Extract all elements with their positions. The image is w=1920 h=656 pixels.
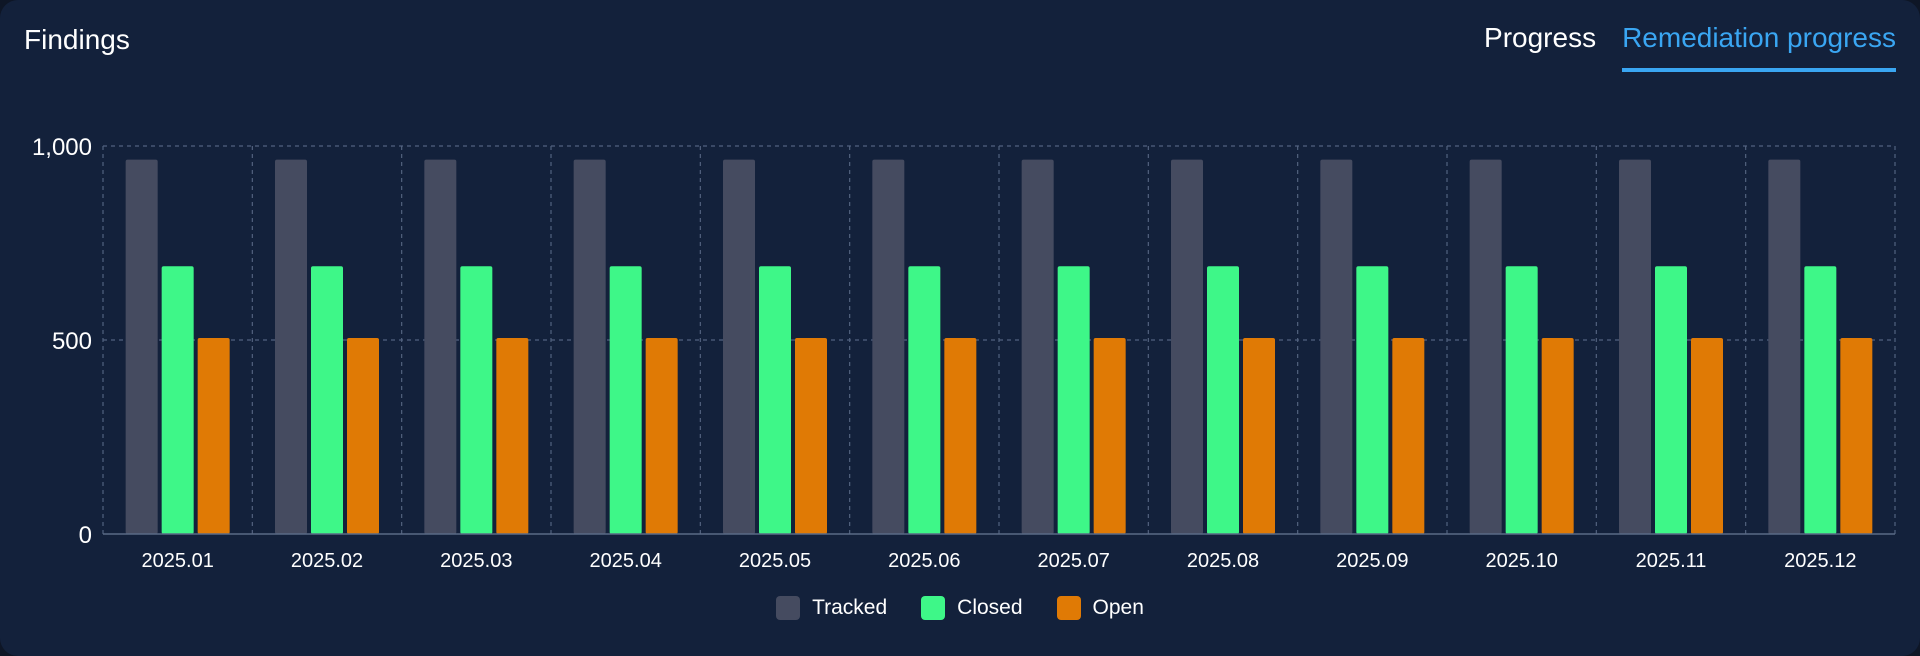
bar-tracked-2025.03 — [424, 159, 457, 534]
x-tick-label: 2025.12 — [1784, 550, 1856, 572]
legend-label-closed: Closed — [957, 596, 1023, 619]
bar-tracked-2025.12 — [1768, 159, 1801, 534]
bar-closed-2025.08 — [1207, 266, 1239, 534]
bar-closed-2025.03 — [460, 266, 493, 534]
x-tick-label: 2025.04 — [590, 550, 662, 572]
bar-chart: 2025.01 2025.02 2025.03 2025.04 2025.05 2025.… — [32, 134, 1896, 572]
bar-tracked-2025.06 — [872, 159, 905, 534]
x-tick-label: 2025.11 — [1636, 550, 1707, 572]
x-tick-label: 2025.01 — [142, 550, 214, 572]
legend-item-open[interactable]: Open — [1056, 594, 1144, 622]
x-tick-label: 2025.03 — [440, 550, 512, 572]
bar-open-2025.06 — [944, 338, 977, 534]
legend-swatch-closed — [921, 596, 946, 620]
x-tick-label: 2025.10 — [1486, 550, 1558, 572]
x-tick-label: 2025.08 — [1187, 550, 1259, 572]
bar-tracked-2025.10 — [1469, 159, 1502, 534]
bar-closed-2025.12 — [1804, 266, 1837, 534]
x-tick-label: 2025.02 — [291, 550, 363, 572]
legend-swatch-tracked — [776, 596, 801, 620]
bar-open-2025.04 — [645, 338, 678, 534]
bar-open-2025.08 — [1243, 338, 1275, 534]
card-title: Findings — [24, 24, 130, 55]
legend-item-tracked[interactable]: Tracked — [776, 594, 887, 622]
bar-closed-2025.07 — [1057, 266, 1090, 534]
tab-bar: Progress Remediation progress — [1484, 20, 1896, 72]
bar-tracked-2025.09 — [1320, 159, 1353, 534]
bar-closed-2025.06 — [908, 266, 941, 534]
bar-open-2025.01 — [197, 338, 230, 534]
tab-progress[interactable]: Progress — [1484, 22, 1597, 53]
bar-tracked-2025.02 — [275, 159, 307, 534]
bar-tracked-2025.07 — [1021, 159, 1054, 534]
bar-closed-2025.11 — [1655, 266, 1687, 534]
bar-open-2025.07 — [1093, 338, 1126, 534]
bar-open-2025.03 — [496, 338, 529, 534]
bar-tracked-2025.01 — [125, 159, 158, 534]
x-tick-label: 2025.07 — [1038, 550, 1110, 572]
bar-tracked-2025.05 — [723, 159, 755, 534]
bar-tracked-2025.11 — [1619, 159, 1651, 534]
chart-legend: Tracked Closed Open — [0, 594, 1920, 622]
bar-open-2025.09 — [1392, 338, 1425, 534]
bar-closed-2025.04 — [609, 266, 642, 534]
bar-tracked-2025.04 — [573, 159, 606, 534]
bar-open-2025.05 — [795, 338, 827, 534]
bar-open-2025.12 — [1840, 338, 1873, 534]
tab-remediation-progress[interactable]: Remediation progress — [1622, 20, 1896, 72]
y-tick-label: 1,000 — [32, 134, 92, 161]
bar-open-2025.10 — [1541, 338, 1574, 534]
legend-swatch-open — [1056, 596, 1081, 620]
bar-closed-2025.09 — [1356, 266, 1389, 534]
legend-label-tracked: Tracked — [812, 596, 888, 619]
y-tick-label: 500 — [52, 328, 92, 355]
x-tick-label: 2025.09 — [1336, 550, 1408, 572]
x-tick-label: 2025.06 — [888, 550, 960, 572]
bar-closed-2025.05 — [759, 266, 791, 534]
bar-tracked-2025.08 — [1171, 159, 1203, 534]
bar-open-2025.11 — [1691, 338, 1723, 534]
x-tick-label: 2025.05 — [739, 550, 811, 572]
bar-closed-2025.01 — [161, 266, 194, 534]
bar-closed-2025.02 — [311, 266, 343, 534]
legend-label-open: Open — [1092, 596, 1144, 619]
bar-closed-2025.10 — [1505, 266, 1538, 534]
legend-item-closed[interactable]: Closed — [921, 594, 1023, 622]
bar-open-2025.02 — [347, 338, 379, 534]
y-tick-label: 0 — [79, 522, 92, 549]
